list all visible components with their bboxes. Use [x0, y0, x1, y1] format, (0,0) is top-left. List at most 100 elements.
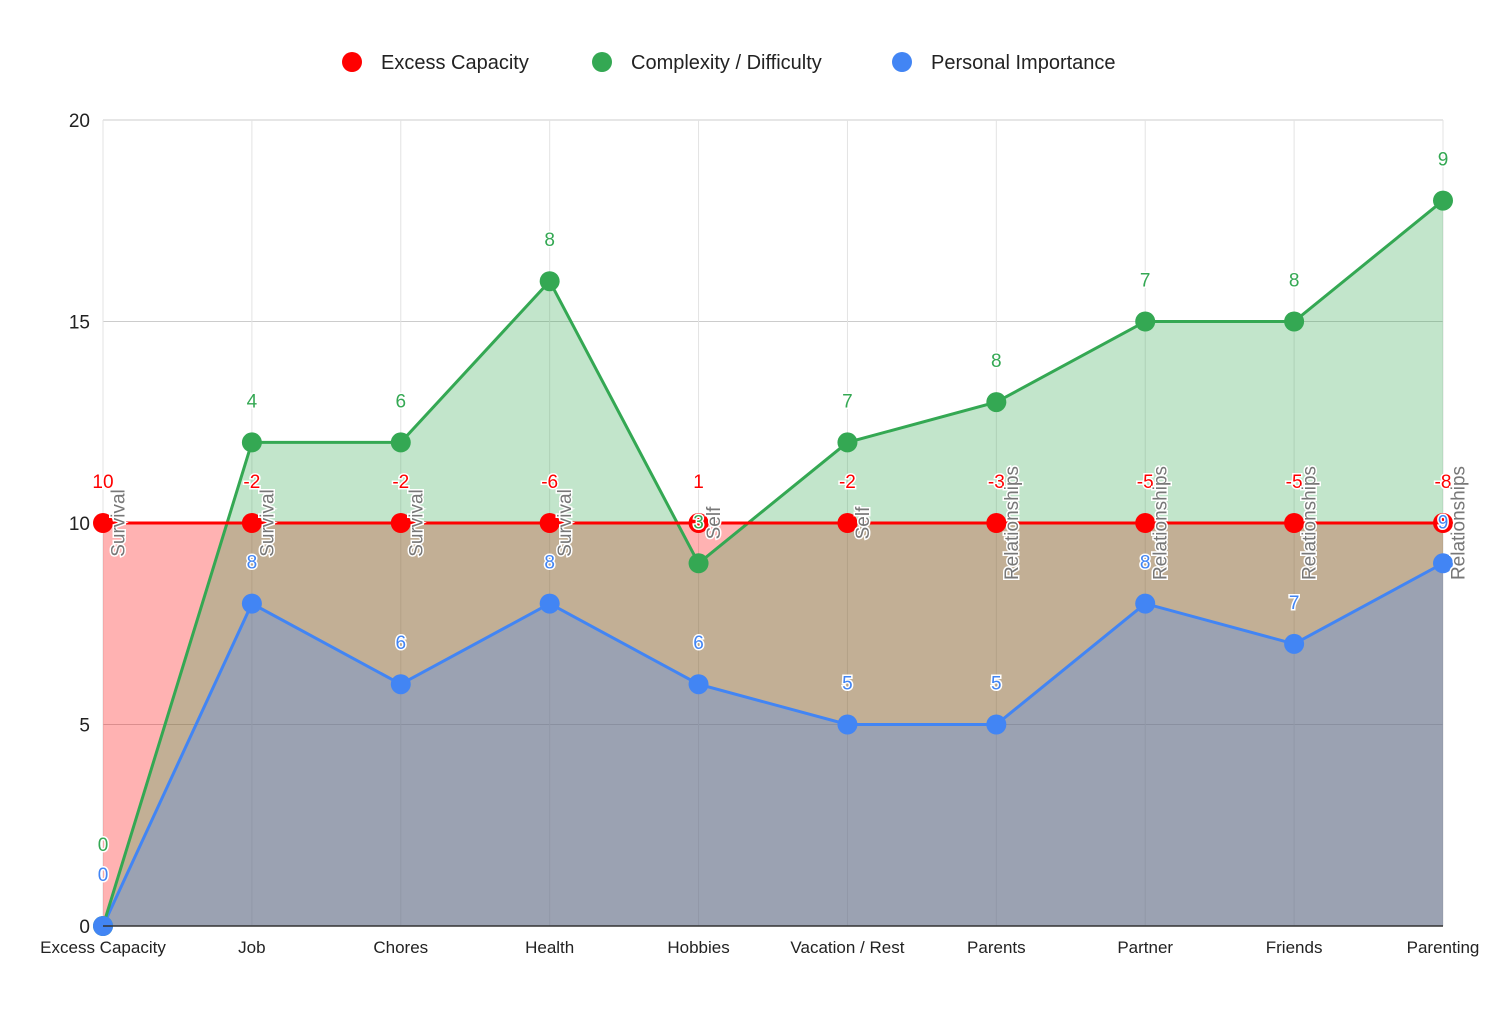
x-tick-label: Partner [1117, 938, 1173, 957]
point-excess-capacity[interactable] [539, 513, 560, 533]
legend-label[interactable]: Complexity / Difficulty [631, 52, 822, 74]
data-label-complexity-difficulty: 7 [1140, 271, 1151, 292]
point-personal-importance[interactable] [390, 674, 411, 695]
point-complexity-difficulty[interactable] [539, 271, 560, 292]
point-complexity-difficulty[interactable] [1433, 190, 1453, 211]
point-personal-importance[interactable] [539, 593, 560, 614]
point-personal-importance[interactable] [1284, 633, 1305, 654]
line-personal-importance [101, 561, 1444, 927]
point-excess-capacity[interactable] [1284, 513, 1305, 533]
point-complexity-difficulty[interactable] [837, 432, 858, 453]
point-personal-importance[interactable] [837, 714, 858, 735]
annotation-label: Self [704, 506, 725, 539]
x-tick-label: Excess Capacity [40, 938, 166, 957]
data-labels: 1000Survival-248Survival-266Survival-688… [91, 148, 1471, 887]
legend-marker [892, 52, 912, 72]
x-axis: Excess Capacity Job Chores Health Hobbies Vac… [40, 925, 1480, 957]
point-complexity-difficulty[interactable] [1135, 311, 1156, 332]
legend-label[interactable]: Personal Importance [931, 52, 1116, 74]
point-complexity-difficulty[interactable] [1284, 311, 1305, 332]
point-excess-capacity[interactable] [93, 513, 113, 533]
point-personal-importance[interactable] [688, 674, 709, 695]
point-personal-importance[interactable] [1135, 593, 1156, 614]
annotation-label: Relationships [1300, 466, 1321, 580]
data-label-personal-importance: 8 [544, 553, 555, 574]
point-excess-capacity[interactable] [986, 513, 1007, 533]
area-personal-importance [103, 563, 1443, 926]
data-label-excess-capacity: -2 [243, 472, 260, 493]
x-tick-label: Chores [373, 938, 428, 957]
line-complexity-difficulty [101, 199, 1444, 927]
data-label-excess-capacity: -2 [392, 472, 409, 493]
legend-marker [592, 52, 612, 72]
series-lines [101, 199, 1444, 927]
data-label-personal-importance: 5 [842, 674, 853, 695]
legend-label[interactable]: Excess Capacity [381, 52, 529, 74]
point-complexity-difficulty[interactable] [986, 392, 1007, 413]
point-excess-capacity[interactable] [1135, 513, 1156, 533]
data-label-complexity-difficulty: 0 [98, 835, 109, 856]
x-tick-label: Job [238, 938, 265, 957]
data-label-excess-capacity: -8 [1435, 472, 1452, 493]
data-label-complexity-difficulty: 9 [1438, 150, 1449, 171]
data-label-personal-importance: 6 [395, 633, 406, 654]
data-label-excess-capacity: -3 [988, 472, 1005, 493]
data-label-excess-capacity: -5 [1137, 472, 1154, 493]
point-excess-capacity[interactable] [688, 513, 709, 533]
point-complexity-difficulty[interactable] [688, 553, 709, 574]
x-tick-label: Vacation / Rest [790, 938, 904, 957]
data-label-personal-importance: 8 [247, 553, 258, 574]
y-tick-label: 20 [69, 111, 90, 132]
data-label-complexity-difficulty: 7 [842, 391, 853, 412]
area-complexity-difficulty [103, 200, 1443, 927]
data-label-complexity-difficulty: 8 [544, 230, 555, 251]
point-excess-capacity[interactable] [837, 513, 858, 533]
point-excess-capacity[interactable] [390, 513, 411, 533]
annotation-label: Survival [406, 489, 427, 557]
annotation-label: Relationships [1151, 466, 1172, 580]
point-personal-importance[interactable] [986, 714, 1007, 735]
legend-marker [342, 52, 362, 72]
data-label-complexity-difficulty: 8 [1289, 271, 1300, 292]
annotation-label: Survival [555, 489, 576, 557]
series-points [93, 190, 1453, 936]
x-tick-label: Hobbies [667, 938, 729, 957]
y-tick-label: 0 [79, 917, 90, 938]
legend: Excess Capacity Complexity / Difficulty Pe… [342, 52, 1116, 74]
annotation-label: Survival [109, 489, 130, 557]
data-label-personal-importance: 9 [1438, 512, 1449, 533]
point-excess-capacity[interactable] [1433, 513, 1453, 533]
data-label-excess-capacity: 1 [693, 472, 704, 493]
data-label-personal-importance: 7 [1289, 593, 1300, 614]
data-label-personal-importance: 6 [693, 633, 704, 654]
annotation-label: Relationships [1002, 466, 1023, 580]
area-excess-capacity [103, 523, 1443, 926]
data-label-complexity-difficulty: 6 [395, 391, 406, 412]
x-tick-label: Parents [967, 938, 1026, 957]
x-tick-label: Parenting [1407, 938, 1480, 957]
y-tick-label: 5 [79, 716, 90, 737]
annotation-label: Relationships [1449, 466, 1470, 580]
x-tick-label: Friends [1266, 938, 1323, 957]
data-label-excess-capacity: -2 [839, 472, 856, 493]
y-tick-label: 15 [69, 313, 90, 334]
point-excess-capacity[interactable] [241, 513, 262, 533]
x-tick-label: Health [525, 938, 574, 957]
data-label-complexity-difficulty: 3 [693, 512, 704, 533]
data-label-personal-importance: 8 [1140, 553, 1151, 574]
areas [103, 200, 1443, 927]
point-personal-importance[interactable] [1433, 553, 1453, 574]
y-tick-label: 10 [69, 514, 90, 535]
point-complexity-difficulty[interactable] [390, 432, 411, 453]
data-label-personal-importance: 0 [98, 865, 109, 886]
data-label-complexity-difficulty: 8 [991, 351, 1002, 372]
data-label-excess-capacity: -6 [541, 472, 558, 493]
point-personal-importance[interactable] [241, 593, 262, 614]
data-label-excess-capacity: 10 [92, 472, 113, 493]
point-complexity-difficulty[interactable] [241, 432, 262, 453]
data-label-complexity-difficulty: 4 [247, 391, 258, 412]
annotation-label: Self [853, 506, 874, 539]
data-label-personal-importance: 5 [991, 674, 1002, 695]
annotation-label: Survival [257, 489, 278, 557]
